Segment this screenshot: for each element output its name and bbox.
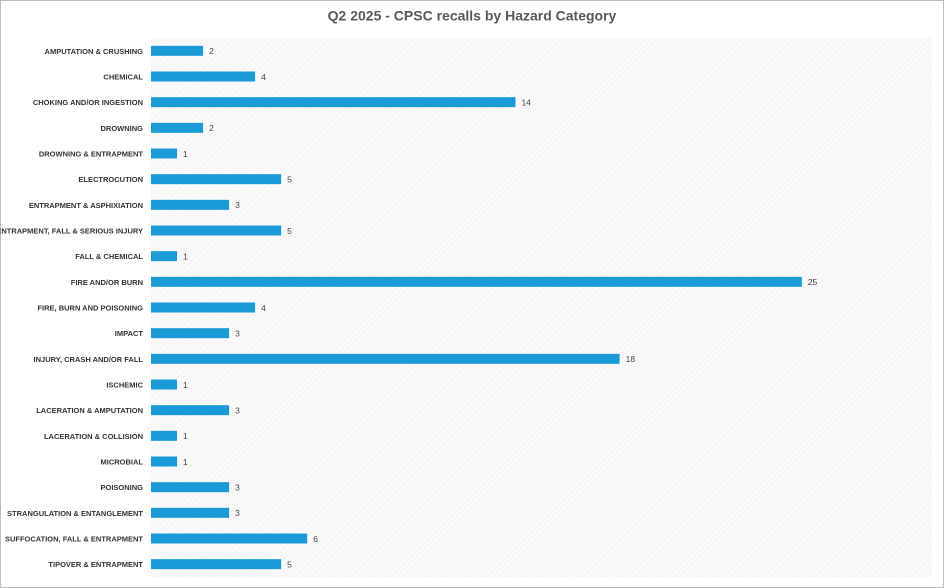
bar <box>151 122 204 133</box>
data-label: 4 <box>261 303 266 313</box>
data-label: 2 <box>209 46 214 56</box>
bar <box>151 276 802 287</box>
bar <box>151 251 178 262</box>
y-tick-label: CHEMICAL <box>103 72 143 81</box>
data-label: 5 <box>287 174 292 184</box>
y-tick-label: FIRE AND/OR BURN <box>71 278 143 287</box>
y-tick-label: STRANGULATION & ENTANGLEMENT <box>7 509 143 518</box>
bar <box>151 379 178 390</box>
y-tick-label: LACERATION & AMPUTATION <box>36 406 143 415</box>
bar <box>151 199 230 210</box>
data-label: 1 <box>183 457 188 467</box>
data-label: 18 <box>626 354 636 364</box>
plot-area <box>151 38 932 577</box>
chart-title: Q2 2025 - CPSC recalls by Hazard Categor… <box>328 8 617 24</box>
bar <box>151 507 230 518</box>
y-tick-label: ELECTROCUTION <box>78 175 143 184</box>
bar <box>151 405 230 416</box>
data-label: 1 <box>183 380 188 390</box>
bar <box>151 148 178 159</box>
y-tick-label: INJURY, CRASH AND/OR FALL <box>34 355 144 364</box>
y-tick-label: AMPUTATION & CRUSHING <box>45 47 144 56</box>
data-label: 14 <box>521 97 531 107</box>
y-tick-label: MICROBIAL <box>101 457 144 466</box>
y-tick-label: ENTRAPMENT & ASPHIXIATION <box>29 201 143 210</box>
bar <box>151 430 178 441</box>
y-tick-label: FIRE, BURN AND POISONING <box>37 303 143 312</box>
data-label: 1 <box>183 251 188 261</box>
data-label: 3 <box>235 508 240 518</box>
data-label: 4 <box>261 72 266 82</box>
bar <box>151 174 282 185</box>
y-tick-label: ISCHEMIC <box>106 380 143 389</box>
data-label: 1 <box>183 431 188 441</box>
bar <box>151 225 282 236</box>
y-tick-label: POISONING <box>100 483 143 492</box>
y-tick-label: ENTRAPMENT, FALL & SERIOUS INJURY <box>0 226 143 235</box>
data-label: 5 <box>287 559 292 569</box>
data-label: 2 <box>209 123 214 133</box>
data-label: 3 <box>235 405 240 415</box>
data-label: 25 <box>808 277 818 287</box>
y-tick-label: IMPACT <box>115 329 144 338</box>
y-tick-label: DROWNING <box>101 124 144 133</box>
bar <box>151 482 230 493</box>
bar <box>151 97 516 108</box>
bar <box>151 559 282 570</box>
y-tick-label: FALL & CHEMICAL <box>75 252 143 261</box>
bar <box>151 353 620 364</box>
bar <box>151 533 308 544</box>
bar <box>151 328 230 339</box>
bar <box>151 45 204 56</box>
y-tick-label: CHOKING AND/OR INGESTION <box>33 98 143 107</box>
data-label: 3 <box>235 200 240 210</box>
y-tick-label: LACERATION & COLLISION <box>44 432 143 441</box>
data-label: 6 <box>313 534 318 544</box>
y-tick-label: SUFFOCATION, FALL & ENTRAPMENT <box>5 534 143 543</box>
data-label: 3 <box>235 328 240 338</box>
y-tick-label: DROWNING & ENTRAPMENT <box>39 149 144 158</box>
bar <box>151 71 256 82</box>
data-label: 3 <box>235 482 240 492</box>
data-label: 1 <box>183 149 188 159</box>
bar <box>151 456 178 467</box>
y-tick-label: TIPOVER & ENTRAPMENT <box>48 560 143 569</box>
data-label: 5 <box>287 226 292 236</box>
bar <box>151 302 256 313</box>
